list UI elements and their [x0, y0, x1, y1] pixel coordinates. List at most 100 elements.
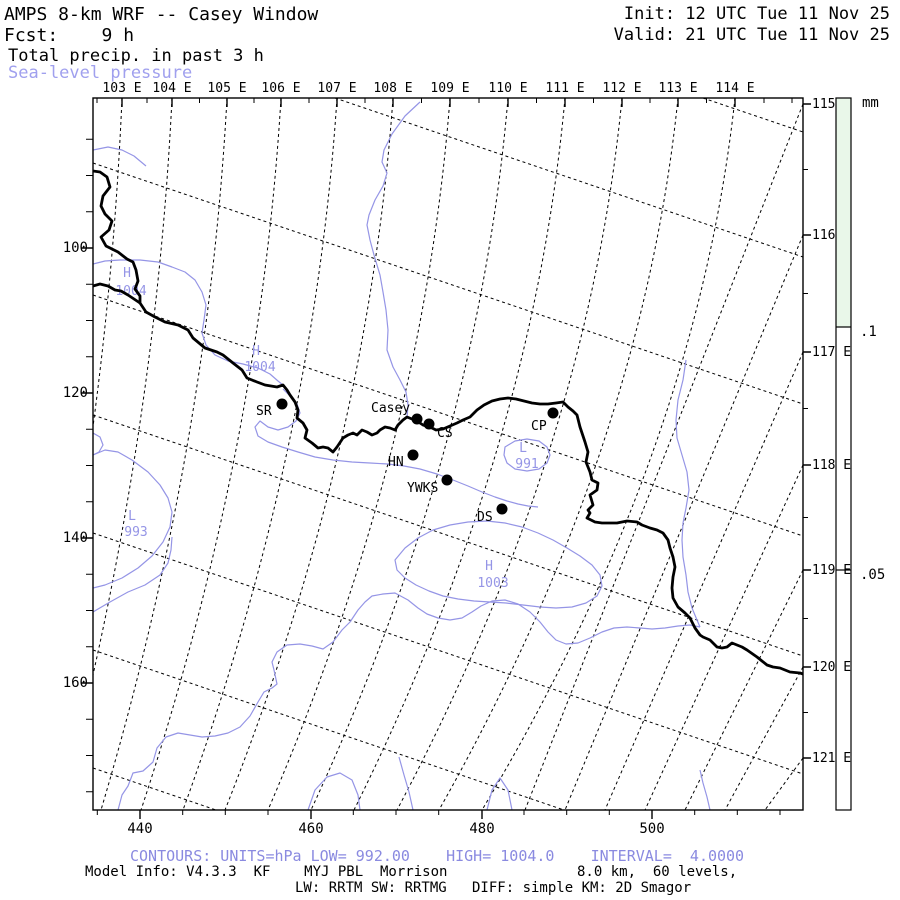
model-resolution: 8.0 km, 60 levels, — [577, 864, 738, 880]
pressure-contour — [394, 520, 603, 609]
pressure-center-value: 991 — [515, 457, 538, 472]
station-label: SR — [256, 404, 272, 419]
meridian — [764, 757, 803, 810]
meridian — [481, 98, 736, 810]
meridian — [604, 351, 803, 810]
station-cp: CP — [531, 407, 559, 434]
top-axis-label: 113 E — [658, 81, 697, 96]
pressure-contour — [503, 438, 551, 472]
meridian — [100, 98, 228, 810]
pressure-center-type: H — [485, 559, 493, 574]
coastline-main — [93, 169, 803, 676]
station-dot — [441, 474, 453, 486]
parallel — [93, 649, 565, 810]
station-label: CS — [437, 426, 453, 441]
top-axis-label: 109 E — [430, 81, 469, 96]
pressure-contour — [307, 772, 361, 810]
pressure-contour — [93, 432, 104, 456]
station-label: CP — [531, 419, 547, 434]
parallel — [702, 98, 803, 133]
pressure-contour — [366, 101, 421, 419]
pressure-contours — [93, 101, 711, 810]
model-physics: LW: RRTM SW: RRTMG DIFF: simple KM: 2D S… — [295, 880, 692, 896]
forecast-hour: Fcst: 9 h — [4, 25, 135, 46]
station-dot — [547, 407, 559, 419]
axis-ticks — [81, 98, 811, 819]
contours-info: CONTOURS: UNITS=hPa LOW= 992.00 HIGH= 10… — [130, 847, 745, 865]
pressure-contour — [486, 777, 513, 810]
meridian — [353, 98, 566, 810]
parallel — [93, 162, 803, 405]
meridian — [438, 98, 679, 810]
parallel — [93, 294, 803, 537]
pressure-center-type: L — [128, 509, 136, 524]
major-ticks — [81, 98, 811, 819]
colorbar-tick-label: .1 — [860, 324, 877, 340]
plot-title: AMPS 8-km WRF -- Casey Window — [4, 4, 319, 25]
top-axis-label: 106 E — [261, 81, 300, 96]
station-dot — [423, 418, 435, 430]
top-axis-label: 112 E — [602, 81, 641, 96]
pressure-center-type: H — [123, 266, 131, 281]
right-axis-label: 119 E — [812, 563, 851, 578]
valid-time: Valid: 21 UTC Tue 11 Nov 25 — [613, 25, 890, 45]
colorbar-tick-label: .05 — [860, 567, 885, 583]
meridian — [644, 464, 803, 810]
right-axis-label: 118 E — [812, 458, 851, 473]
station-label: YWKS — [407, 481, 438, 496]
station-sr: SR — [256, 398, 288, 419]
pressure-contour — [254, 388, 539, 508]
meridian — [93, 98, 173, 678]
meridian — [224, 98, 394, 810]
minor-ticks — [86, 98, 808, 815]
parallel — [93, 767, 217, 810]
meridian — [267, 98, 451, 810]
init-time: Init: 12 UTC Tue 11 Nov 25 — [623, 4, 890, 24]
parallel — [93, 532, 803, 775]
bottom-axis-label: 460 — [298, 821, 323, 837]
field-name-precip: Total precip. in past 3 h — [8, 46, 264, 66]
right-axis-label: 120 E — [812, 660, 851, 675]
station-dot — [407, 449, 419, 461]
station-markers: SR Casey CS HN YWKS DS CP — [256, 398, 559, 525]
left-axis-label: 120 — [63, 385, 88, 401]
colorbar-frame — [835, 97, 852, 811]
top-axis-label: 111 E — [545, 81, 584, 96]
meridian — [724, 666, 803, 810]
station-dot — [411, 413, 423, 425]
right-axis-label: 121 E — [812, 751, 851, 766]
station-dot — [276, 398, 288, 410]
pressure-center-type: L — [519, 441, 527, 456]
pressure-contour — [93, 536, 173, 613]
bottom-axis-label: 440 — [127, 821, 152, 837]
top-axis-label: 104 E — [152, 81, 191, 96]
field-name-slp: Sea-level pressure — [8, 63, 193, 83]
pressure-contour — [699, 769, 711, 810]
parallel — [93, 414, 803, 657]
station-cs: CS — [423, 418, 453, 441]
station-hn: HN — [388, 449, 419, 470]
pressure-contour — [675, 359, 701, 628]
meridian — [524, 103, 803, 810]
station-ywks: YWKS — [407, 474, 453, 496]
pressure-contour — [93, 449, 173, 589]
pressure-center-type: H — [252, 344, 260, 359]
graticule — [93, 98, 803, 810]
left-axis-label: 140 — [63, 530, 88, 546]
pressure-center-value: 1003 — [477, 576, 508, 591]
colorbar-unit-label: mm — [862, 95, 879, 111]
coastline-branch — [93, 282, 142, 305]
station-dot — [496, 503, 508, 515]
model-info: Model Info: V4.3.3 KF MYJ PBL Morrison — [85, 864, 448, 880]
parallel — [334, 98, 803, 258]
station-ds: DS — [477, 503, 508, 525]
station-casey: Casey — [371, 401, 423, 425]
top-axis-label: 108 E — [373, 81, 412, 96]
pressure-contour — [93, 259, 284, 386]
